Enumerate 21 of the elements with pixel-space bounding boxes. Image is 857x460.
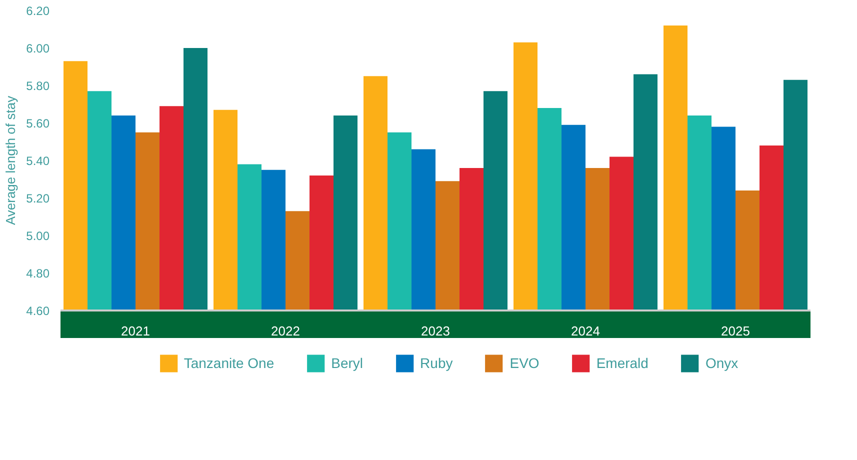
y-tick-label: 5.00 xyxy=(26,229,50,243)
y-tick-label: 4.80 xyxy=(26,266,50,280)
y-axis-title: Average length of stay xyxy=(3,95,18,226)
legend-label: Ruby xyxy=(420,355,453,371)
y-tick-label: 4.60 xyxy=(26,304,50,318)
x-tick-label: 2021 xyxy=(121,324,150,338)
x-tick-label: 2024 xyxy=(571,324,600,338)
y-tick-label: 5.20 xyxy=(26,192,50,206)
x-tick-label: 2023 xyxy=(421,324,450,338)
y-tick-label: 5.60 xyxy=(26,116,50,130)
y-tick-label: 5.40 xyxy=(26,154,50,168)
x-tick-label: 2022 xyxy=(271,324,300,338)
y-tick-label: 6.00 xyxy=(26,42,50,56)
legend-label: Emerald xyxy=(596,355,648,371)
y-tick-label: 6.20 xyxy=(26,4,50,18)
legend-label: Beryl xyxy=(331,355,364,371)
x-tick-label: 2025 xyxy=(721,324,750,338)
y-tick-label: 5.80 xyxy=(26,79,50,93)
legend-label: Onyx xyxy=(705,355,738,371)
legend-label: EVO xyxy=(510,355,540,371)
legend-label: Tanzanite One xyxy=(184,355,274,371)
